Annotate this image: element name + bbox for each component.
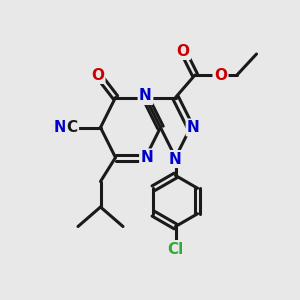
Text: N: N xyxy=(139,88,152,104)
Text: N: N xyxy=(54,120,66,135)
Text: O: O xyxy=(214,68,227,82)
Text: N: N xyxy=(141,150,153,165)
Text: N: N xyxy=(169,152,182,166)
Text: C: C xyxy=(66,120,78,135)
Text: O: O xyxy=(91,68,104,82)
Text: Cl: Cl xyxy=(167,242,184,256)
Text: N: N xyxy=(187,120,200,135)
Text: O: O xyxy=(176,44,190,59)
